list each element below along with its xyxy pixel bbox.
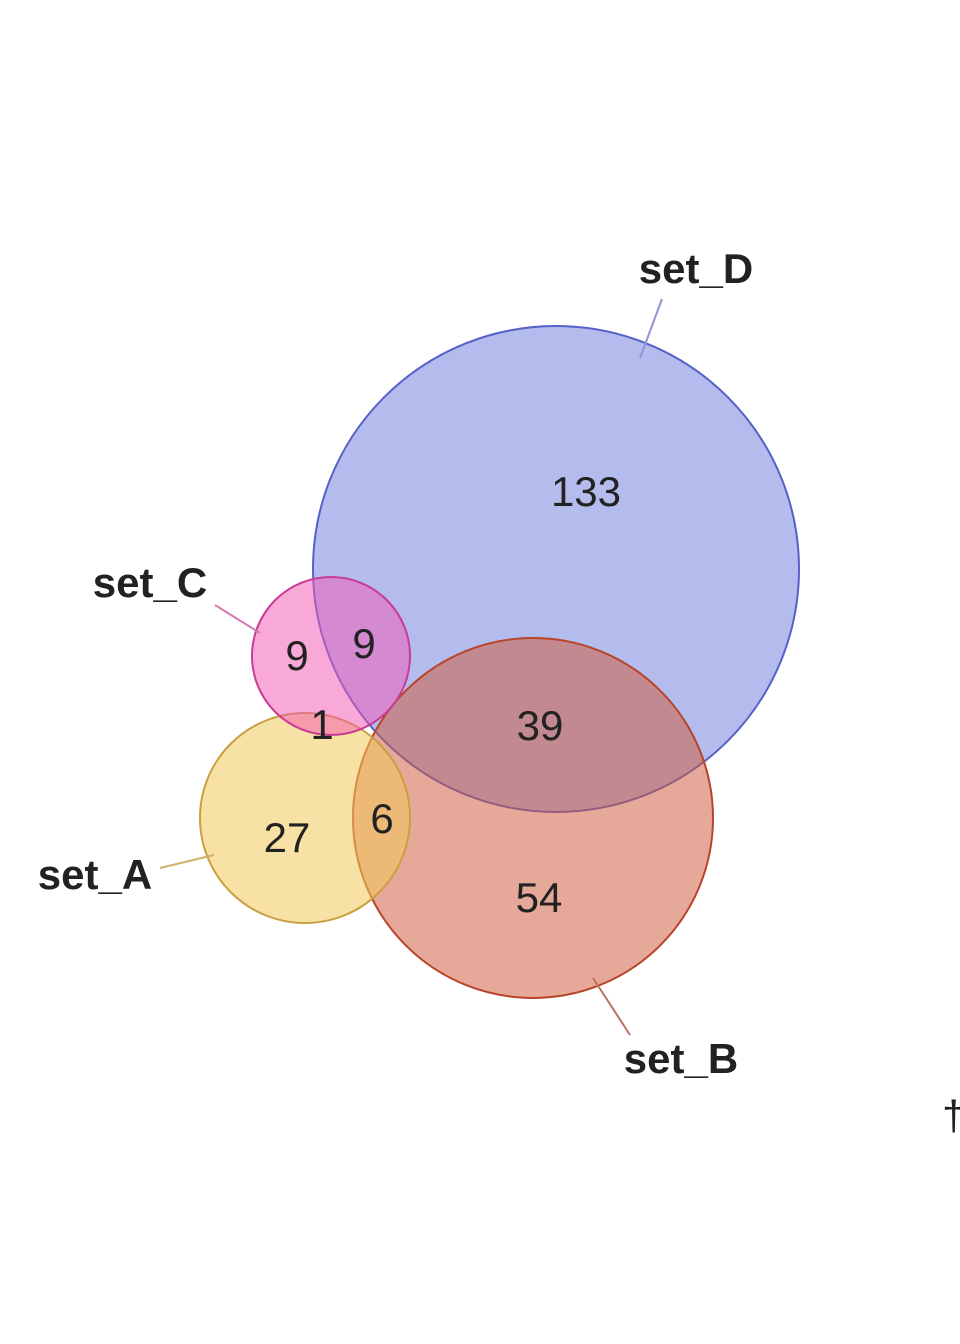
set-d-leader-line (639, 298, 663, 359)
region-count-b-d: 39 (517, 702, 564, 749)
set-a-label: set_A (38, 851, 152, 898)
edge-mark: † (942, 1092, 960, 1139)
region-count-a-b: 6 (370, 795, 393, 842)
set-d-label: set_D (639, 245, 753, 292)
set-b-label: set_B (624, 1035, 738, 1082)
set-b-leader-line (592, 977, 631, 1036)
set-c-circle (251, 576, 411, 736)
set-a-leader-line (159, 854, 215, 869)
region-count-d-only: 133 (551, 468, 621, 515)
region-count-b-only: 54 (516, 874, 563, 921)
region-count-a-only: 27 (264, 814, 311, 861)
region-count-a-c: 1 (310, 701, 333, 748)
region-count-c-d: 9 (352, 620, 375, 667)
set-c-label: set_C (93, 559, 207, 606)
set-c-leader-line (214, 604, 261, 634)
region-count-c-only: 9 (285, 632, 308, 679)
